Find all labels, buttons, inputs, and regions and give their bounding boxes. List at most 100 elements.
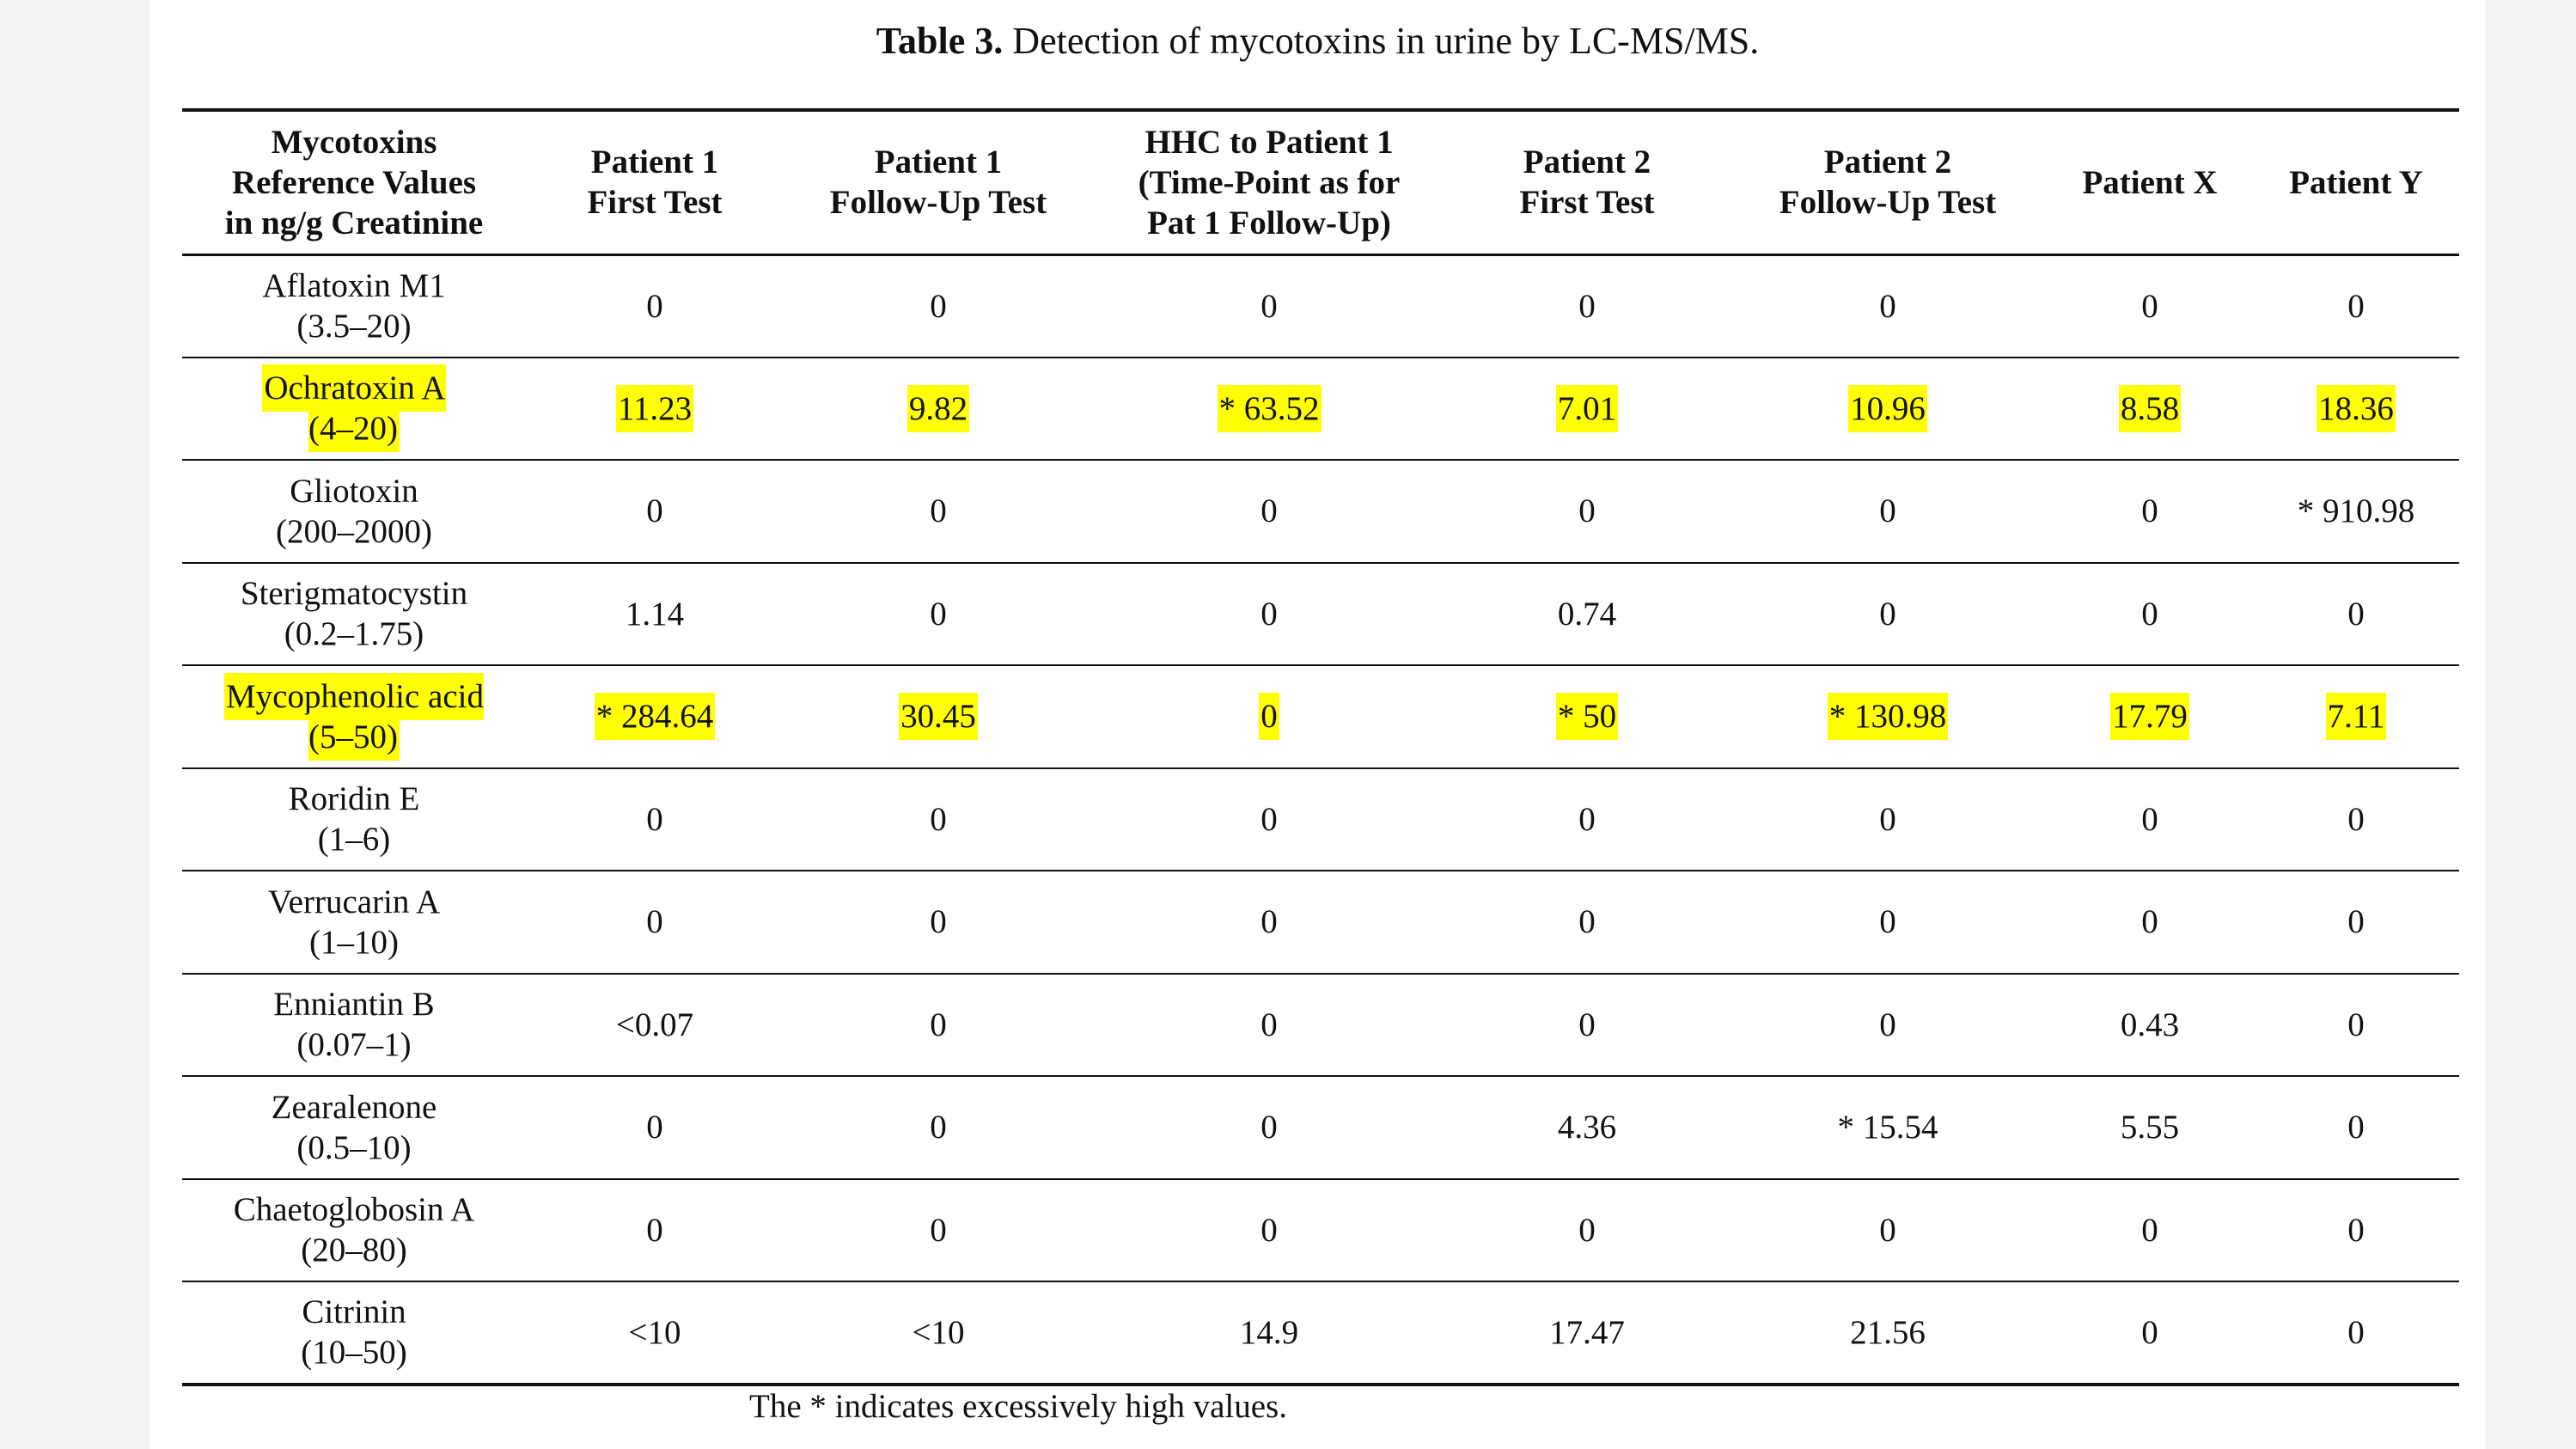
column-header-line: Mycotoxins <box>271 123 437 161</box>
value-cell: 0 <box>784 973 1093 1077</box>
mycotoxin-name-cell: Enniantin B (0.07–1) <box>182 973 526 1077</box>
reference-range: (3.5–20) <box>296 308 412 345</box>
value-cell: 0 <box>1729 871 2047 975</box>
table-row: Citrinin (10–50) <10 <10 14.9 17.47 21.56 0 0 <box>182 1281 2459 1386</box>
table-row: Roridin E (1–6) 0 0 0 0 0 0 0 <box>182 767 2459 871</box>
table-header-row: Mycotoxins Reference Values in ng/g Creati… <box>182 108 2459 256</box>
table-row: Mycophenolic acid (5–50) * 284.64 30.45 0 * 5… <box>182 665 2459 769</box>
value-cell: 8.58 <box>2047 357 2253 461</box>
cell-value: * 910.98 <box>2297 492 2415 530</box>
value-cell: 0 <box>2047 254 2253 358</box>
value-cell: <10 <box>784 1281 1093 1386</box>
value-cell: 0 <box>1093 1076 1445 1180</box>
cell-value: 10.96 <box>1848 384 1927 432</box>
cell-value: 0 <box>930 800 947 838</box>
cell-value: 0 <box>1261 287 1278 325</box>
cell-value: 0 <box>2141 1313 2158 1351</box>
value-cell: 0 <box>1093 254 1445 358</box>
value-cell: 0 <box>1093 973 1445 1077</box>
value-cell: 0 <box>2047 1178 2253 1282</box>
cell-value: 0 <box>930 1006 947 1043</box>
cell-value: 8.58 <box>2118 384 2182 432</box>
value-cell: 0 <box>2047 1281 2253 1386</box>
cell-value: 0 <box>1261 1211 1278 1249</box>
table-footnote: The * indicates excessively high values. <box>749 1388 1287 1425</box>
table-row: Verrucarin A (1–10) 0 0 0 0 0 0 0 <box>182 871 2459 975</box>
cell-value: 0 <box>1261 1006 1278 1043</box>
value-cell: 0 <box>1093 460 1445 564</box>
value-cell: 0 <box>1729 1178 2047 1282</box>
value-cell: 0 <box>2253 254 2459 358</box>
table-body: Aflatoxin M1 (3.5–20) 0 0 0 0 0 0 0 Ochratoxin A(… <box>182 254 2459 1386</box>
value-cell: 0 <box>2047 460 2253 564</box>
reference-range: (0.2–1.75) <box>284 615 424 653</box>
mycotoxin-label: Roridin E (1–6) <box>289 780 420 858</box>
cell-value: 7.11 <box>2325 693 2387 741</box>
value-cell: 0 <box>1445 254 1729 358</box>
cell-value: 11.23 <box>615 384 694 432</box>
value-cell: 0 <box>784 1076 1093 1180</box>
mycotoxin-label: Chaetoglobosin A (20–80) <box>234 1191 475 1269</box>
cell-value: <0.07 <box>615 1006 694 1043</box>
mycotoxin-name-cell: Sterigmatocystin (0.2–1.75) <box>182 562 526 666</box>
value-cell: 0 <box>1093 1178 1445 1282</box>
value-cell: 0 <box>2047 871 2253 975</box>
cell-value: 21.56 <box>1850 1313 1926 1351</box>
column-header-line: Patient X <box>2082 163 2218 201</box>
mycotoxin-name-cell: Roridin E (1–6) <box>182 767 526 871</box>
value-cell: 0 <box>2253 767 2459 871</box>
cell-value: 0 <box>2141 1211 2158 1249</box>
cell-value: <10 <box>628 1313 681 1351</box>
value-cell: * 284.64 <box>526 665 784 769</box>
table-row: Chaetoglobosin A (20–80) 0 0 0 0 0 0 0 <box>182 1178 2459 1282</box>
column-header-1: Patient 1 First Test <box>526 108 784 256</box>
cell-value: 0 <box>2347 1006 2365 1043</box>
mycotoxin-name: Chaetoglobosin A <box>233 1191 475 1229</box>
mycotoxin-label: Ochratoxin A (4–20) <box>262 364 446 453</box>
column-header-line: (Time-Point as for <box>1138 163 1401 201</box>
value-cell: 30.45 <box>784 665 1093 769</box>
value-cell: * 15.54 <box>1729 1076 2047 1180</box>
value-cell: 7.11 <box>2253 665 2459 769</box>
value-cell: * 50 <box>1445 665 1729 769</box>
mycotoxin-name-cell: Ochratoxin A (4–20) <box>182 357 526 461</box>
value-cell: 0 <box>1445 1178 1729 1282</box>
cell-value: 0 <box>646 1211 663 1249</box>
mycotoxin-table: Mycotoxins Reference Values in ng/g Creati… <box>182 108 2459 1386</box>
value-cell: 0 <box>1729 767 2047 871</box>
value-cell: * 910.98 <box>2253 460 2459 564</box>
cell-value: 0 <box>646 492 663 530</box>
document-page: Table 3. Detection of mycotoxins in urin… <box>150 0 2486 1449</box>
value-cell: <10 <box>526 1281 784 1386</box>
cell-value: 30.45 <box>899 693 978 741</box>
cell-value: 0 <box>1261 595 1278 633</box>
cell-value: 0 <box>646 287 663 325</box>
cell-value: 0 <box>1879 287 1896 325</box>
reference-range: (5–50) <box>308 718 398 755</box>
value-cell: <0.07 <box>526 973 784 1077</box>
column-header-line: Patient 2 <box>1823 144 1952 181</box>
column-header-0: Mycotoxins Reference Values in ng/g Creati… <box>182 108 526 256</box>
value-cell: 0 <box>1445 973 1729 1077</box>
column-header-line: Patient Y <box>2289 163 2423 201</box>
mycotoxin-name: Ochratoxin A <box>264 370 446 407</box>
value-cell: 0 <box>526 1076 784 1180</box>
cell-value: 0 <box>1261 903 1278 941</box>
cell-value: 0 <box>1879 800 1896 838</box>
cell-value: <10 <box>912 1313 965 1351</box>
mycotoxin-name: Mycophenolic acid <box>226 677 484 715</box>
cell-value: 9.82 <box>906 384 970 432</box>
cell-value: 4.36 <box>1557 1109 1617 1146</box>
mycotoxin-name-cell: Zearalenone (0.5–10) <box>182 1076 526 1180</box>
reference-range: (0.5–10) <box>296 1128 412 1166</box>
value-cell: 0 <box>526 871 784 975</box>
value-cell: 0 <box>784 460 1093 564</box>
column-header-line: in ng/g Creatinine <box>224 204 484 242</box>
cell-value: 0 <box>2141 492 2158 530</box>
value-cell: 0 <box>1093 767 1445 871</box>
table-row: Gliotoxin (200–2000) 0 0 0 0 0 0 * 910.98 <box>182 460 2459 564</box>
reference-range: (4–20) <box>308 410 398 448</box>
value-cell: 0 <box>526 767 784 871</box>
cell-value: 0 <box>1578 1211 1596 1249</box>
mycotoxin-name-cell: Chaetoglobosin A (20–80) <box>182 1178 526 1282</box>
